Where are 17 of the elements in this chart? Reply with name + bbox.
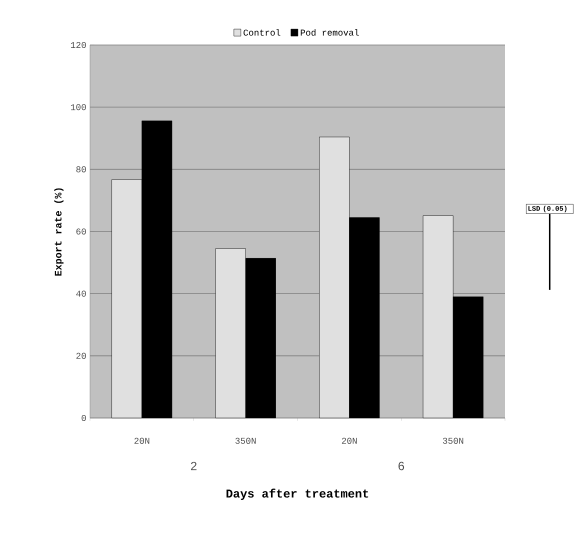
x-tick-label: 20N: [134, 438, 150, 444]
y-tick-label: 20: [76, 352, 86, 359]
x-axis-title: Days after treatment: [226, 488, 368, 500]
legend-label: Pod removal: [300, 29, 359, 36]
x-tick-label: 350N: [442, 438, 464, 444]
text: 2: [191, 462, 196, 470]
y-axis-title: Export rate (%): [54, 188, 64, 276]
x-tick-label: 20N: [342, 438, 357, 444]
y-tick-label: 0: [82, 414, 86, 422]
y-tick-label: 60: [76, 228, 86, 235]
y-tick-label: 80: [76, 166, 86, 172]
x-tick-label: 350N: [235, 438, 256, 444]
y-tick-label: 120: [70, 42, 86, 48]
y-tick-label: 100: [70, 104, 86, 110]
text: 6: [398, 462, 404, 470]
legend-label: Control: [244, 29, 280, 36]
y-tick-label: 40: [76, 290, 86, 297]
